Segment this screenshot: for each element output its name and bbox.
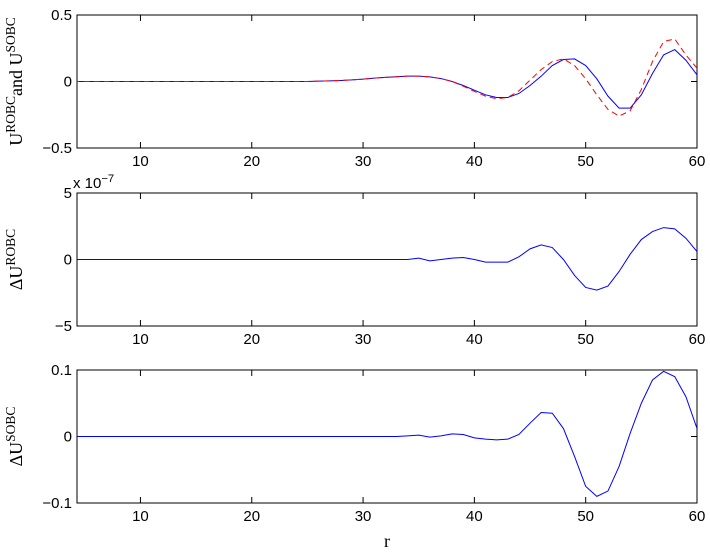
x-tick-label: 10: [132, 508, 149, 525]
superscript: SOBC: [3, 17, 18, 52]
x-tick-label: 50: [577, 153, 594, 170]
x-tick-label: 10: [132, 331, 149, 348]
panel: 10 20 30 40 50 60 −0.5 0 0.5 UROBCand USOBC: [3, 7, 706, 170]
x-tick-label: 40: [466, 508, 483, 525]
x-tick-label: 40: [466, 331, 483, 348]
y-tick-label: 0: [64, 252, 72, 269]
x-axis-label: r: [384, 531, 390, 551]
y-tick-label: 0: [64, 429, 72, 446]
x-tick-label: 50: [577, 331, 594, 348]
x-tick-label: 30: [355, 331, 372, 348]
x-tick-label: 20: [243, 331, 260, 348]
x-tick-label: 20: [243, 153, 260, 170]
data-line: [77, 227, 697, 291]
superscript: SOBC: [3, 407, 18, 442]
x-tick-label: 30: [355, 153, 372, 170]
x-tick-label: 60: [689, 331, 706, 348]
y-tick-label: 0.1: [51, 362, 72, 379]
text-part: ΔU: [6, 442, 26, 467]
superscript: −7: [101, 173, 114, 185]
superscript: ROBC: [3, 96, 18, 133]
y-tick-label: 0: [64, 74, 72, 91]
superscript: ROBC: [3, 229, 18, 266]
x-tick-label: 50: [577, 508, 594, 525]
y-tick-label: 5: [64, 185, 72, 202]
x-tick-label: 30: [355, 508, 372, 525]
text-part: U: [6, 133, 26, 146]
data-line: [77, 38, 697, 117]
x-tick-label: 10: [132, 153, 149, 170]
panel: 10 20 30 40 50 60 −0.1 0 0.1 ΔUSOBC r: [3, 362, 706, 551]
y-tick-label: −0.5: [42, 140, 72, 157]
y-axis-label: ΔUROBC: [3, 229, 27, 290]
y-tick-label: −0.1: [42, 495, 72, 512]
x-tick-label: 40: [466, 153, 483, 170]
y-axis-label: UROBCand USOBC: [3, 17, 27, 146]
x-tick-label: 20: [243, 508, 260, 525]
text-part: ΔU: [6, 266, 26, 291]
panel: 10 20 30 40 50 60 −5 0 5 ΔUROBC x 10−7: [3, 173, 706, 348]
data-line: [77, 370, 697, 497]
y-tick-label: 0.5: [51, 7, 72, 24]
text-part: x 10: [73, 175, 101, 192]
axis-scale-label: x 10−7: [73, 173, 114, 192]
text-part: and U: [6, 53, 26, 97]
data-line: [77, 48, 697, 109]
y-tick-label: −5: [55, 318, 72, 335]
x-tick-label: 60: [689, 508, 706, 525]
x-tick-label: 60: [689, 153, 706, 170]
y-axis-label: ΔUSOBC: [3, 407, 27, 467]
